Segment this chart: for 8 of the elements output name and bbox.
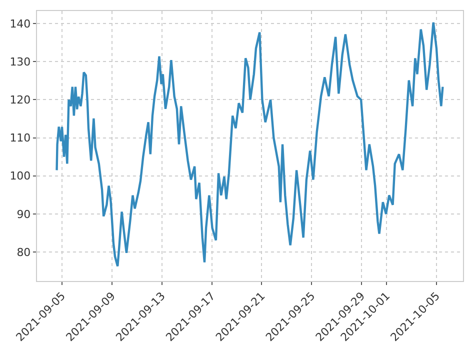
- y-tick-label: 100: [10, 170, 31, 183]
- y-tick-label: 110: [10, 132, 31, 145]
- y-tick-label: 140: [10, 17, 31, 30]
- y-tick-label: 120: [10, 94, 31, 107]
- y-tick-label: 80: [16, 246, 31, 259]
- y-tick-label: 90: [16, 208, 31, 221]
- y-tick-label: 130: [10, 56, 31, 68]
- line-series: [56, 21, 444, 268]
